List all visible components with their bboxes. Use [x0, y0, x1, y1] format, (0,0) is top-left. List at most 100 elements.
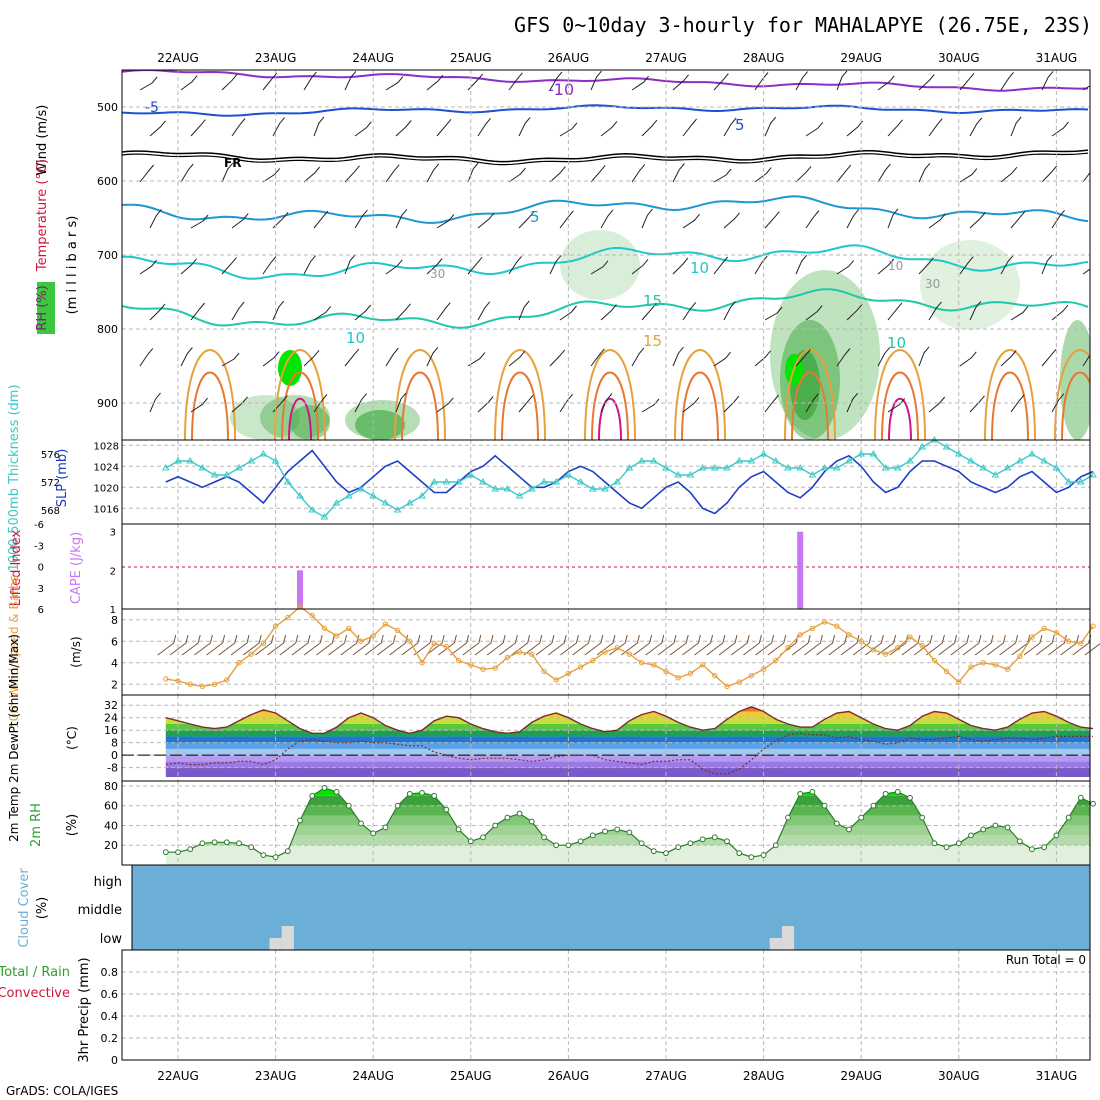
wind-speed-marker: [870, 647, 877, 653]
surface-wind-barb: [645, 634, 665, 656]
date-label-bottom: 24AUG: [352, 1069, 394, 1083]
wind-speed-marker: [748, 672, 755, 679]
wind-barb: [1010, 306, 1029, 321]
rh-marker: [553, 842, 560, 849]
wind-barb: [672, 163, 685, 183]
thickness-marker: [759, 450, 768, 457]
rh-marker: [260, 852, 267, 859]
wind-barb: [754, 72, 769, 91]
rh-marker: [504, 814, 511, 821]
wind-speed-marker: [638, 660, 645, 666]
wind-barb: [600, 393, 613, 413]
wind-barb: [590, 165, 606, 183]
rh-marker: [931, 840, 938, 847]
wind-speed-marker: [1029, 634, 1035, 640]
surface-wind-barb: [816, 634, 836, 656]
wind-barb: [764, 116, 777, 137]
thickness-marker: [723, 464, 731, 471]
isotherm-warm: [984, 349, 1036, 440]
wind-barb: [846, 392, 859, 413]
upper-ytick: 700: [97, 249, 118, 262]
thickness-marker: [308, 506, 317, 513]
thickness-marker: [881, 464, 890, 471]
wind-barb: [180, 258, 197, 275]
rh-band: [165, 845, 1090, 865]
precip-frame: [121, 949, 1091, 1061]
wind-speed-marker: [260, 640, 267, 647]
temp-band: [165, 742, 1090, 749]
rh-shade: [260, 395, 330, 440]
date-label-bottom: 22AUG: [157, 1069, 199, 1083]
rh-marker: [1041, 844, 1048, 851]
thickness-marker: [735, 457, 744, 464]
rh-marker: [992, 822, 999, 829]
cape-ytick: 2: [110, 566, 116, 577]
thickness-marker: [601, 485, 609, 492]
wind-barb: [272, 395, 288, 413]
thickness-marker: [369, 492, 378, 499]
temp-line: [165, 706, 1094, 735]
isotherm-warm: [501, 371, 539, 440]
precip-ytick: 0.4: [101, 1010, 119, 1023]
date-label-bottom: 29AUG: [840, 1069, 882, 1083]
surface-wind-barb: [560, 634, 579, 656]
wind-barb: [436, 118, 452, 137]
wind-speed-marker: [394, 627, 401, 634]
rh-ytick: 20: [104, 839, 118, 852]
wind-barb: [795, 254, 808, 275]
date-label-bottom: 27AUG: [645, 1069, 687, 1083]
cloud-low-block: [769, 938, 782, 950]
wind-barb: [313, 210, 329, 229]
wind-barb: [969, 395, 985, 413]
wind-barb: [877, 75, 895, 91]
surface-wind-barb: [474, 634, 494, 656]
wind-barb: [600, 121, 618, 137]
wind-speed-marker: [358, 638, 364, 644]
wind-barb: [805, 210, 820, 229]
wind-speed-marker: [1041, 625, 1047, 632]
temp-band: [165, 767, 1090, 777]
wind-speed-marker: [858, 638, 864, 644]
li-ytick: 0: [38, 563, 44, 574]
wind-barb: [590, 70, 602, 91]
wind-barb: [344, 254, 356, 275]
wind-barb: [272, 117, 285, 137]
contour-label: 10: [887, 334, 906, 352]
isotherm-freezing: [122, 149, 1089, 163]
wind-barb: [887, 119, 903, 137]
wind-barb: [139, 76, 158, 91]
wind-speed-marker: [370, 633, 376, 639]
wind-barb: [436, 302, 451, 321]
wind-barb: [887, 208, 899, 229]
slp-line: [165, 449, 1094, 515]
wind-barb: [959, 72, 975, 91]
wind-barb: [559, 393, 573, 413]
rh-legend-swatch: [37, 282, 55, 334]
cloud-unit: (%): [35, 897, 50, 920]
rh-marker: [223, 839, 230, 846]
thickness-marker: [1089, 471, 1097, 478]
thickness-marker: [1040, 457, 1049, 464]
li-ytick: -6: [34, 520, 44, 531]
wind-barb: [1082, 85, 1090, 91]
date-label-top: 26AUG: [548, 51, 590, 65]
wind-barb: [1082, 268, 1090, 275]
isotherm-warm: [1061, 371, 1090, 440]
cloud-low-block: [281, 926, 294, 950]
surface-wind-barb: [316, 634, 335, 656]
wind-barb: [272, 300, 285, 321]
wind-barb: [877, 163, 891, 183]
surface-wind-barb: [950, 634, 970, 656]
date-label-top: 30AUG: [938, 51, 980, 65]
contour-label: 30: [430, 267, 445, 281]
wind-barb: [1041, 348, 1057, 367]
upper-ytick: 500: [97, 101, 118, 114]
wind-barb: [180, 75, 198, 91]
wind-barb: [477, 212, 495, 229]
wind-speed-marker: [577, 664, 584, 670]
isotherm-warm: [674, 349, 726, 440]
rh-shade: [560, 230, 640, 300]
contour-label: 10: [888, 259, 903, 273]
thickness-slp-panel: 1028 1024 1020 1016 576 572 568: [41, 436, 1097, 525]
